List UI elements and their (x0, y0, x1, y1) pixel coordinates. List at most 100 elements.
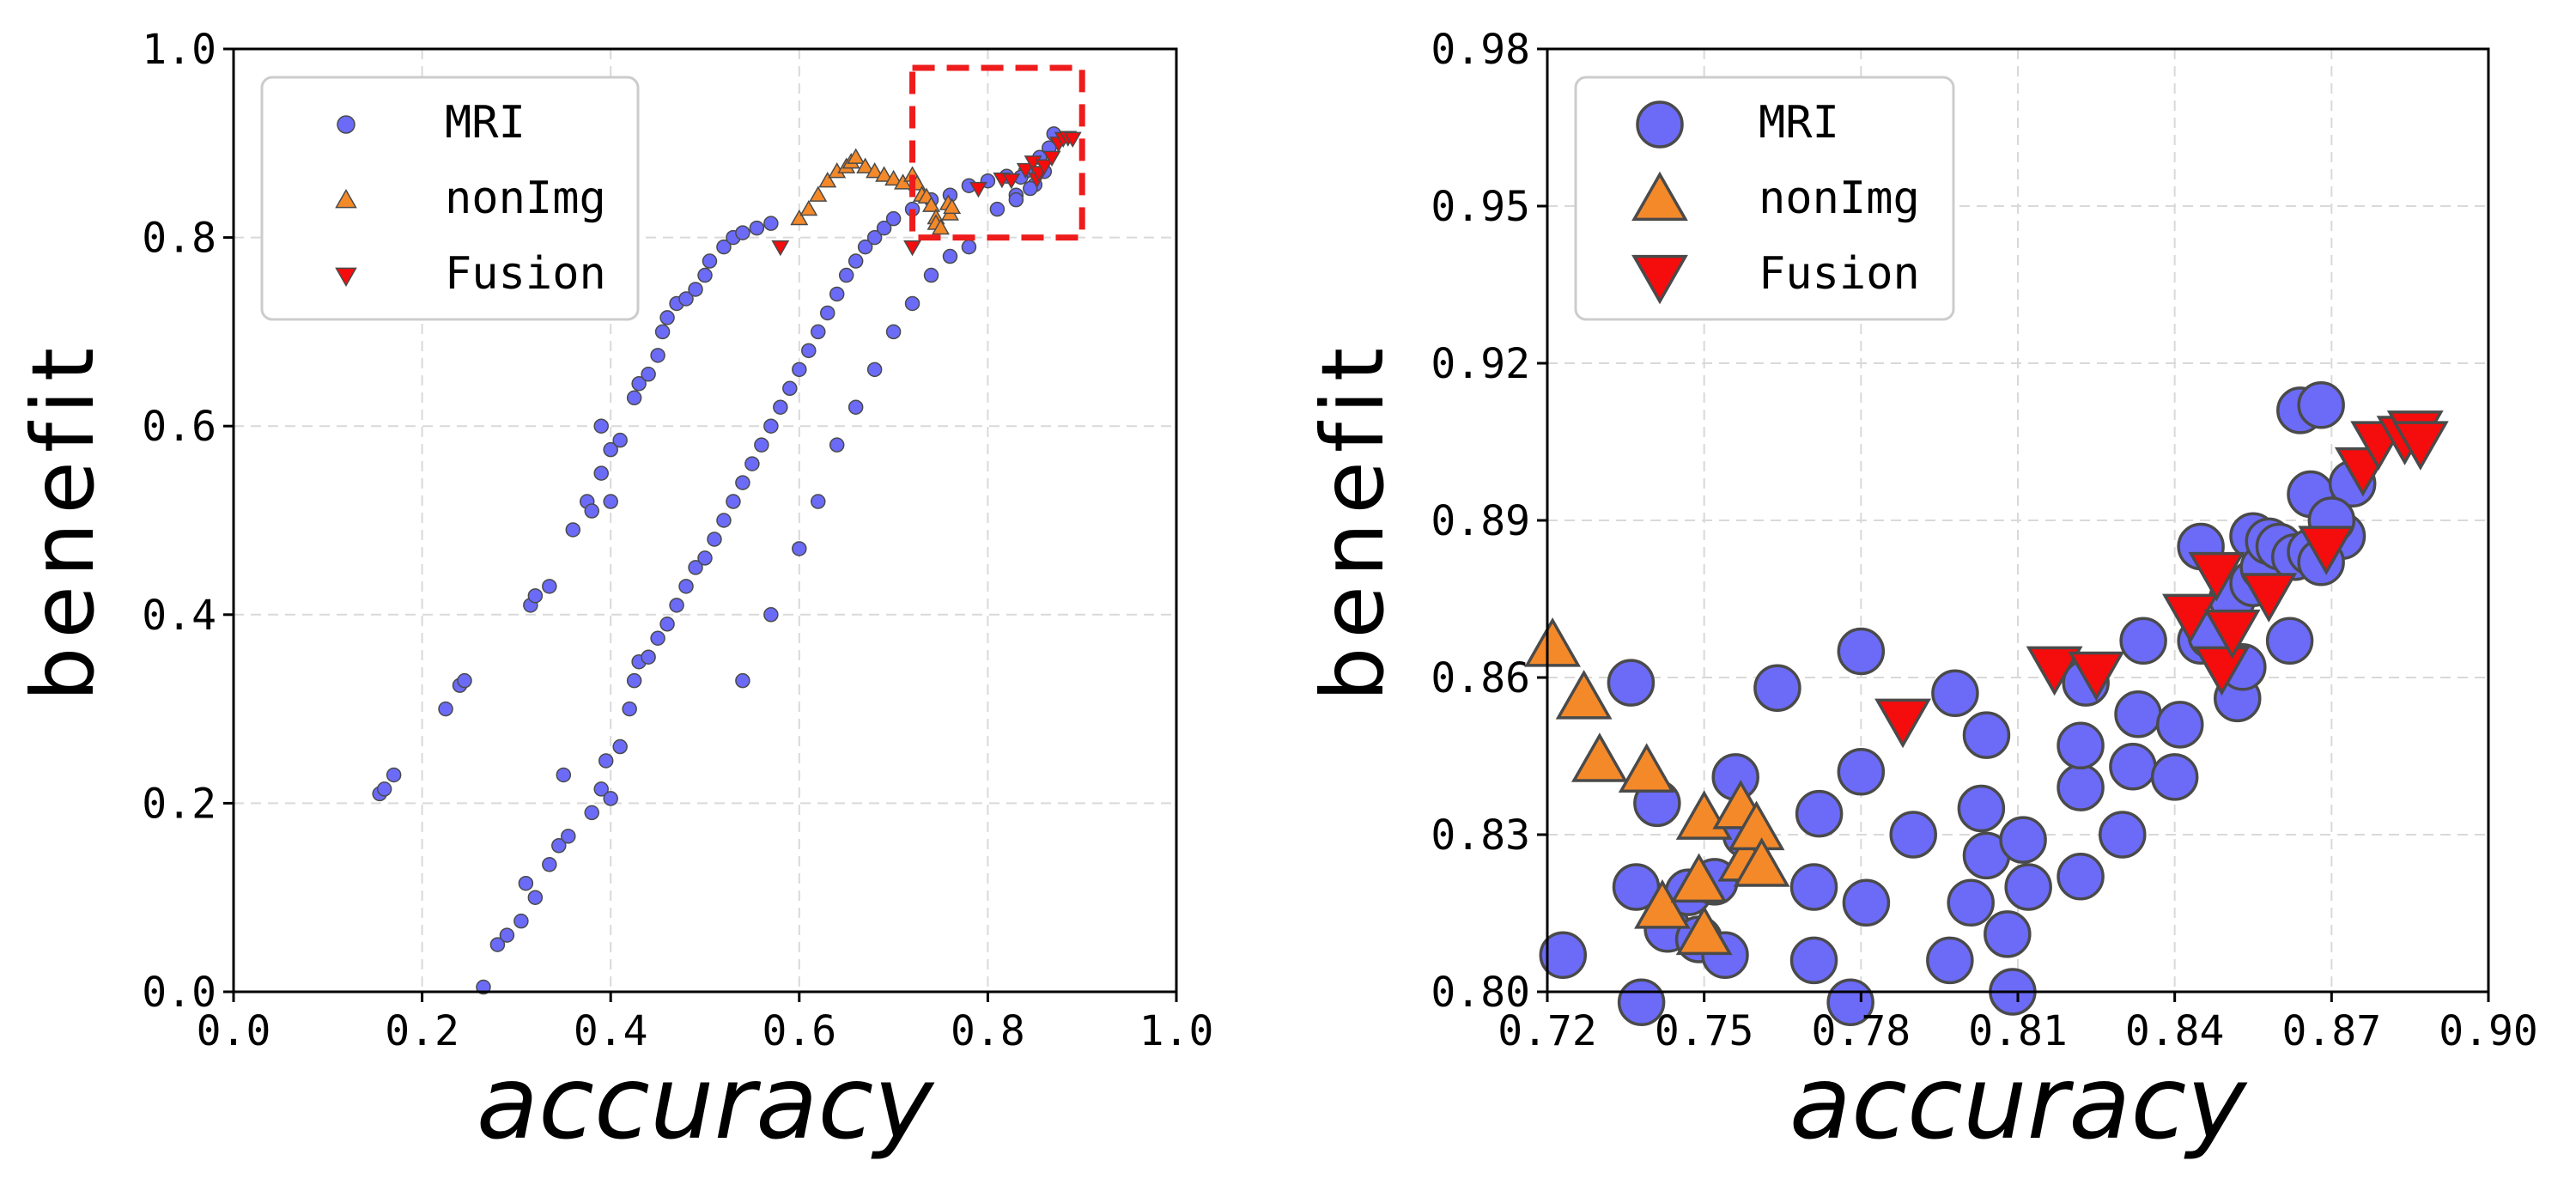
point-mri (1607, 659, 1656, 707)
legend-label-mri: MRI (445, 97, 526, 149)
point-mri (489, 937, 506, 952)
point-mri (622, 701, 637, 717)
point-nonimg (943, 198, 962, 215)
legend-marker-fusion (335, 267, 357, 288)
point-mri (2119, 617, 2167, 665)
point-nonimg (1634, 878, 1691, 929)
point-mri (561, 829, 576, 844)
point-nonimg (1571, 732, 1628, 782)
point-mri (1795, 789, 1844, 838)
point-mri (612, 432, 628, 448)
point-mri (923, 267, 939, 283)
point-mri (593, 418, 609, 434)
point-mri (989, 201, 1005, 217)
point-mri (754, 437, 769, 453)
point-mri (1999, 816, 2047, 864)
right-legend: MRI nonImg Fusion (1574, 76, 1955, 321)
point-mri (556, 767, 572, 783)
point-mri (598, 753, 614, 769)
point-mri (1753, 664, 1801, 712)
point-fusion (2298, 526, 2355, 575)
point-mri (811, 324, 826, 340)
point-nonimg (1618, 743, 1675, 793)
y-tick-label: 0.98 (1431, 26, 1530, 74)
point-mri (654, 324, 671, 340)
point-fusion (2188, 551, 2245, 602)
point-mri (857, 239, 873, 255)
right-x-ticks: 0.72 0.75 0.78 0.81 0.84 0.87 0.90 (1498, 992, 2538, 1055)
point-fusion (1002, 173, 1021, 190)
point-mri (631, 376, 647, 392)
point-mri (2057, 721, 2105, 770)
x-tick-label: 0.90 (2439, 1007, 2538, 1055)
x-tick-label: 0.81 (1968, 1007, 2068, 1055)
point-mri (735, 672, 750, 689)
x-tick-label: 1.0 (1139, 1007, 1214, 1055)
point-fusion (903, 240, 922, 257)
point-nonimg (799, 199, 818, 216)
point-mri (650, 630, 665, 646)
point-mri (1789, 936, 1838, 985)
left-axes-frame (232, 47, 1178, 994)
point-nonimg (818, 172, 837, 188)
y-tick-label: 0.8 (142, 215, 216, 263)
legend-mri-icon (1636, 100, 1684, 149)
left-x-axis-label: accuracy (477, 1043, 936, 1162)
point-mri (2057, 763, 2105, 811)
legend-label-fusion: Fusion (1759, 248, 1920, 300)
right-y-ticks: 0.80 0.83 0.86 0.89 0.92 0.95 0.98 (1431, 26, 1547, 1017)
legend-marker-nonimg (335, 188, 357, 209)
point-mri (702, 253, 718, 269)
point-mri (1539, 931, 1588, 980)
point-mri (726, 494, 741, 509)
y-tick-label: 0.95 (1431, 183, 1530, 231)
legend-marker-nonimg (1631, 171, 1688, 222)
point-mri (565, 522, 581, 538)
point-mri (2004, 863, 2052, 911)
point-mri (819, 305, 835, 321)
point-mri (551, 838, 567, 854)
point-mri (2114, 690, 2162, 738)
point-fusion (1035, 159, 1054, 175)
legend-marker-fusion (1631, 254, 1688, 305)
legend-label-nonimg: nonImg (1759, 173, 1920, 224)
point-nonimg (1524, 617, 1582, 667)
point-mri (527, 588, 544, 604)
point-mri (438, 701, 453, 717)
legend-marker-mri (337, 115, 355, 134)
y-tick-label: 0.4 (142, 592, 216, 640)
point-mri (763, 418, 779, 434)
point-mri (792, 362, 807, 378)
point-mri (2297, 381, 2345, 429)
y-tick-label: 0.80 (1431, 969, 1530, 1017)
point-mri (650, 348, 665, 363)
point-mri (876, 220, 892, 236)
point-fusion (1874, 698, 1931, 749)
point-mri (376, 781, 392, 797)
point-mri (749, 220, 765, 236)
left-x-ticks: 0.0 0.2 0.4 0.6 0.8 1.0 (197, 992, 1214, 1055)
x-tick-label: 0.72 (1498, 1007, 1597, 1055)
point-mri (678, 579, 694, 594)
point-fusion (1042, 150, 1061, 167)
y-tick-label: 0.86 (1431, 654, 1530, 702)
point-nonimg (1733, 837, 1790, 887)
point-fusion (2026, 646, 2083, 696)
point-fusion (969, 181, 987, 198)
point-mri (961, 239, 977, 255)
y-tick-label: 0.6 (142, 403, 216, 451)
point-mri (942, 248, 958, 264)
x-tick-label: 0.84 (2125, 1007, 2225, 1055)
legend-label-fusion: Fusion (445, 248, 606, 300)
zoom-box (909, 64, 1085, 241)
point-mri (626, 390, 642, 406)
right-x-axis-label: accuracy (1789, 1043, 2249, 1162)
point-mri (386, 767, 402, 783)
right-scatter-plot: 0.72 0.75 0.78 0.81 0.84 0.87 0.90 0.800.830.8… (1303, 26, 2538, 1162)
point-mri (885, 210, 902, 227)
point-mri (801, 343, 817, 359)
point-mri (848, 253, 864, 269)
point-nonimg (790, 209, 809, 226)
point-mri (626, 672, 642, 689)
